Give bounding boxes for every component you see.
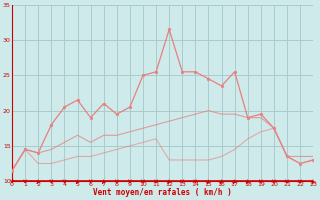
X-axis label: Vent moyen/en rafales ( km/h ): Vent moyen/en rafales ( km/h ) [93, 188, 232, 197]
